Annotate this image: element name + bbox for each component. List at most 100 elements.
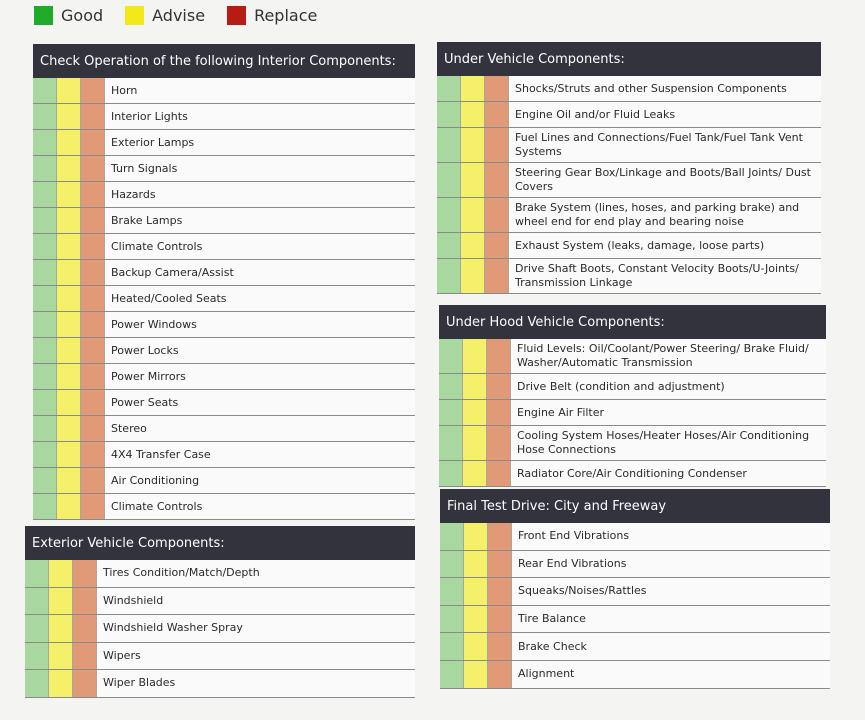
advise-checkbox[interactable] [461, 198, 485, 232]
replace-checkbox[interactable] [73, 587, 97, 614]
replace-checkbox[interactable] [81, 234, 105, 259]
good-checkbox[interactable] [33, 286, 57, 311]
advise-checkbox[interactable] [464, 578, 488, 605]
good-checkbox[interactable] [33, 338, 57, 363]
advise-checkbox[interactable] [57, 494, 81, 519]
good-checkbox[interactable] [33, 234, 57, 259]
advise-checkbox[interactable] [57, 182, 81, 207]
advise-checkbox[interactable] [464, 550, 488, 578]
replace-checkbox[interactable] [73, 615, 97, 642]
advise-checkbox[interactable] [461, 233, 485, 258]
advise-checkbox[interactable] [463, 400, 487, 425]
replace-checkbox[interactable] [487, 374, 511, 399]
advise-checkbox[interactable] [463, 374, 487, 399]
good-checkbox[interactable] [437, 259, 461, 293]
replace-checkbox[interactable] [81, 338, 105, 363]
advise-checkbox[interactable] [57, 78, 81, 103]
advise-checkbox[interactable] [57, 260, 81, 285]
replace-checkbox[interactable] [487, 461, 511, 486]
replace-checkbox[interactable] [488, 660, 512, 688]
advise-checkbox[interactable] [464, 605, 488, 633]
replace-checkbox[interactable] [485, 128, 509, 162]
replace-checkbox[interactable] [485, 102, 509, 127]
replace-checkbox[interactable] [81, 390, 105, 415]
replace-checkbox[interactable] [487, 426, 511, 460]
replace-checkbox[interactable] [485, 233, 509, 258]
good-checkbox[interactable] [439, 461, 463, 486]
advise-checkbox[interactable] [49, 560, 73, 587]
good-checkbox[interactable] [25, 615, 49, 642]
advise-checkbox[interactable] [463, 461, 487, 486]
good-checkbox[interactable] [437, 198, 461, 232]
replace-checkbox[interactable] [73, 642, 97, 669]
advise-checkbox[interactable] [49, 587, 73, 614]
advise-checkbox[interactable] [461, 163, 485, 197]
replace-checkbox[interactable] [81, 104, 105, 129]
replace-checkbox[interactable] [487, 400, 511, 425]
advise-checkbox[interactable] [57, 364, 81, 389]
replace-checkbox[interactable] [485, 76, 509, 101]
advise-checkbox[interactable] [461, 102, 485, 127]
advise-checkbox[interactable] [57, 338, 81, 363]
advise-checkbox[interactable] [57, 130, 81, 155]
good-checkbox[interactable] [33, 208, 57, 233]
good-checkbox[interactable] [33, 260, 57, 285]
replace-checkbox[interactable] [488, 578, 512, 605]
replace-checkbox[interactable] [485, 163, 509, 197]
advise-checkbox[interactable] [461, 128, 485, 162]
advise-checkbox[interactable] [57, 208, 81, 233]
good-checkbox[interactable] [25, 642, 49, 669]
advise-checkbox[interactable] [49, 642, 73, 669]
replace-checkbox[interactable] [81, 468, 105, 493]
replace-checkbox[interactable] [81, 130, 105, 155]
replace-checkbox[interactable] [81, 78, 105, 103]
good-checkbox[interactable] [33, 442, 57, 467]
advise-checkbox[interactable] [57, 234, 81, 259]
replace-checkbox[interactable] [488, 605, 512, 633]
good-checkbox[interactable] [440, 605, 464, 633]
advise-checkbox[interactable] [464, 660, 488, 688]
good-checkbox[interactable] [437, 233, 461, 258]
good-checkbox[interactable] [440, 633, 464, 660]
advise-checkbox[interactable] [49, 670, 73, 697]
replace-checkbox[interactable] [488, 633, 512, 660]
good-checkbox[interactable] [440, 523, 464, 550]
good-checkbox[interactable] [33, 312, 57, 337]
good-checkbox[interactable] [33, 156, 57, 181]
good-checkbox[interactable] [437, 76, 461, 101]
advise-checkbox[interactable] [464, 523, 488, 550]
replace-checkbox[interactable] [485, 259, 509, 293]
good-checkbox[interactable] [439, 426, 463, 460]
good-checkbox[interactable] [33, 364, 57, 389]
replace-checkbox[interactable] [73, 560, 97, 587]
good-checkbox[interactable] [33, 130, 57, 155]
advise-checkbox[interactable] [57, 156, 81, 181]
good-checkbox[interactable] [33, 104, 57, 129]
good-checkbox[interactable] [33, 416, 57, 441]
replace-checkbox[interactable] [81, 312, 105, 337]
good-checkbox[interactable] [33, 78, 57, 103]
advise-checkbox[interactable] [461, 259, 485, 293]
replace-checkbox[interactable] [81, 494, 105, 519]
good-checkbox[interactable] [33, 494, 57, 519]
good-checkbox[interactable] [437, 163, 461, 197]
good-checkbox[interactable] [33, 182, 57, 207]
replace-checkbox[interactable] [81, 208, 105, 233]
advise-checkbox[interactable] [464, 633, 488, 660]
advise-checkbox[interactable] [49, 615, 73, 642]
advise-checkbox[interactable] [57, 390, 81, 415]
advise-checkbox[interactable] [57, 416, 81, 441]
advise-checkbox[interactable] [57, 468, 81, 493]
replace-checkbox[interactable] [81, 182, 105, 207]
good-checkbox[interactable] [440, 578, 464, 605]
replace-checkbox[interactable] [81, 156, 105, 181]
advise-checkbox[interactable] [57, 442, 81, 467]
replace-checkbox[interactable] [81, 364, 105, 389]
advise-checkbox[interactable] [57, 286, 81, 311]
good-checkbox[interactable] [25, 560, 49, 587]
replace-checkbox[interactable] [81, 260, 105, 285]
advise-checkbox[interactable] [57, 104, 81, 129]
good-checkbox[interactable] [437, 102, 461, 127]
good-checkbox[interactable] [25, 670, 49, 697]
advise-checkbox[interactable] [57, 312, 81, 337]
